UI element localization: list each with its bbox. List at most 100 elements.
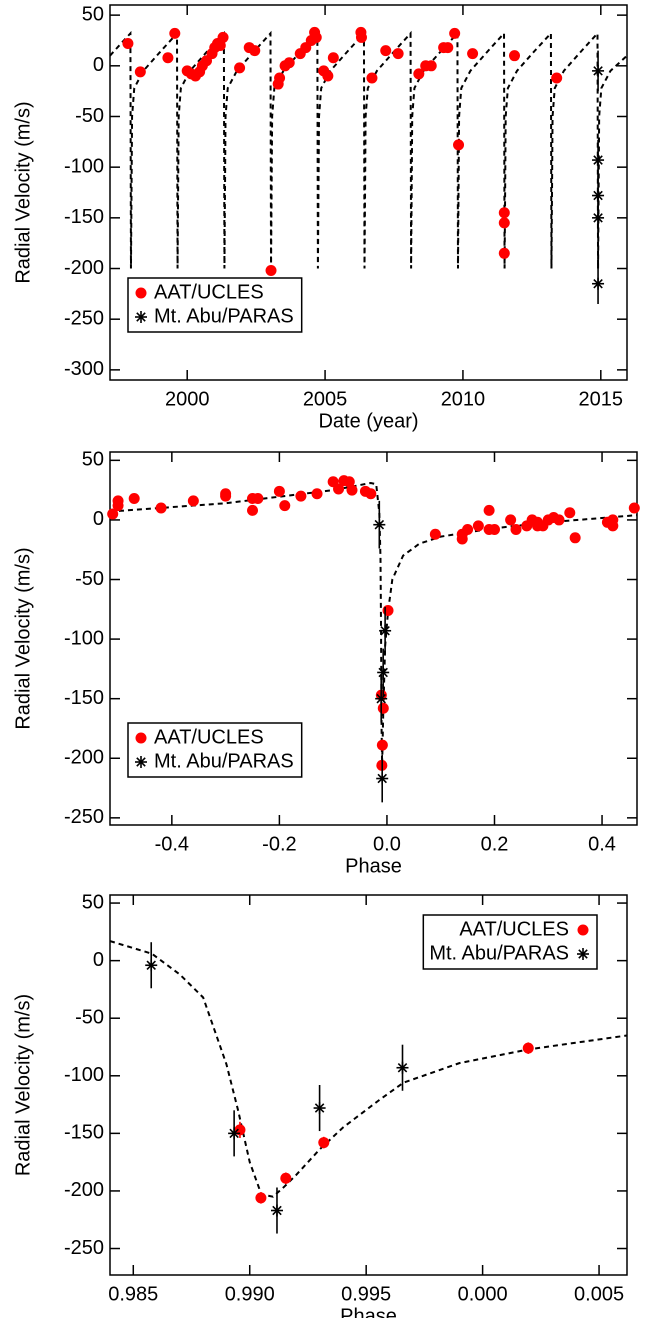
star-point bbox=[375, 692, 388, 705]
point bbox=[498, 217, 510, 229]
legend-box bbox=[127, 722, 303, 778]
y-tick-label: -200 bbox=[64, 257, 104, 279]
legend-marker bbox=[577, 924, 589, 936]
point bbox=[274, 72, 286, 84]
point bbox=[343, 476, 355, 488]
point bbox=[442, 42, 454, 54]
point bbox=[449, 27, 461, 39]
point bbox=[365, 488, 377, 500]
point bbox=[488, 523, 500, 535]
model-curve bbox=[110, 940, 627, 1198]
y-tick-label: -300 bbox=[64, 358, 104, 380]
star-stroke bbox=[136, 757, 146, 767]
legend-marker bbox=[577, 948, 589, 960]
point bbox=[462, 523, 474, 535]
star-stroke bbox=[578, 949, 588, 959]
star-point bbox=[379, 624, 392, 637]
y-tick-label: 0 bbox=[93, 54, 104, 76]
y-tick-label: 0 bbox=[93, 508, 104, 530]
y-tick-label: -150 bbox=[64, 206, 104, 228]
star-point bbox=[592, 189, 605, 202]
legend-marker bbox=[135, 732, 147, 744]
legend-marker bbox=[135, 756, 147, 768]
x-tick-label: 0.005 bbox=[574, 1283, 624, 1305]
y-tick-label: 0 bbox=[93, 949, 104, 971]
x-axis-label: Phase bbox=[340, 1305, 397, 1318]
point bbox=[217, 31, 229, 43]
star-point bbox=[592, 64, 605, 77]
star-stroke bbox=[593, 190, 603, 201]
y-tick-label: -100 bbox=[64, 1064, 104, 1086]
star-stroke bbox=[376, 693, 386, 704]
star-point bbox=[376, 772, 389, 785]
point bbox=[318, 1137, 330, 1149]
point bbox=[295, 490, 307, 502]
point bbox=[429, 528, 441, 540]
point bbox=[551, 72, 563, 84]
y-tick-label: -250 bbox=[64, 806, 104, 828]
point bbox=[453, 139, 465, 151]
point bbox=[283, 57, 295, 69]
x-tick-label: 0.2 bbox=[481, 833, 509, 855]
x-tick-label: 2000 bbox=[165, 388, 210, 410]
point bbox=[346, 484, 358, 496]
point bbox=[483, 504, 495, 516]
point bbox=[333, 483, 345, 495]
legend-marker bbox=[135, 311, 147, 323]
point bbox=[628, 502, 640, 514]
point bbox=[265, 265, 277, 277]
point bbox=[355, 31, 367, 43]
star-stroke bbox=[229, 1128, 239, 1139]
x-axis-label: Date (year) bbox=[318, 410, 418, 432]
point bbox=[134, 66, 146, 78]
x-tick-label: -0.2 bbox=[262, 833, 296, 855]
legend-label: AAT/UCLES bbox=[154, 281, 264, 303]
star-point bbox=[228, 1127, 241, 1140]
y-tick-label: -250 bbox=[64, 307, 104, 329]
star-stroke bbox=[377, 773, 387, 784]
point bbox=[322, 70, 334, 82]
point bbox=[280, 1172, 292, 1184]
point bbox=[234, 62, 246, 74]
point bbox=[425, 60, 437, 72]
x-tick-label: 0.000 bbox=[458, 1283, 508, 1305]
star-point bbox=[592, 154, 605, 167]
y-tick-label: 50 bbox=[82, 449, 104, 471]
y-tick-label: 50 bbox=[82, 3, 104, 25]
star-stroke bbox=[146, 960, 156, 971]
star-point bbox=[377, 666, 390, 679]
point bbox=[187, 495, 199, 507]
point bbox=[380, 45, 392, 57]
point bbox=[310, 31, 322, 43]
x-tick-label: 0.4 bbox=[588, 833, 616, 855]
star-point bbox=[396, 1061, 409, 1074]
point bbox=[553, 514, 565, 526]
x-axis-label: Phase bbox=[345, 855, 402, 877]
point bbox=[382, 604, 394, 616]
point bbox=[509, 50, 521, 62]
point bbox=[162, 52, 174, 64]
point bbox=[128, 492, 140, 504]
y-tick-label: -100 bbox=[64, 627, 104, 649]
x-tick-label: 0.0 bbox=[373, 833, 401, 855]
star-stroke bbox=[593, 66, 603, 76]
star-stroke bbox=[136, 312, 146, 322]
model-curve bbox=[110, 30, 627, 269]
star-stroke bbox=[374, 519, 385, 530]
x-tick-label: 2015 bbox=[579, 388, 624, 410]
point bbox=[376, 739, 388, 751]
star-point bbox=[592, 277, 605, 290]
star-stroke bbox=[380, 625, 390, 636]
star-stroke bbox=[593, 155, 603, 165]
y-tick-label: -50 bbox=[75, 105, 104, 127]
y-axis-label: Radial Velocity (m/s) bbox=[12, 101, 34, 283]
point bbox=[607, 514, 619, 526]
star-point bbox=[373, 518, 386, 531]
point bbox=[255, 1192, 267, 1204]
point bbox=[413, 68, 425, 80]
point bbox=[327, 52, 339, 64]
point bbox=[564, 507, 576, 519]
